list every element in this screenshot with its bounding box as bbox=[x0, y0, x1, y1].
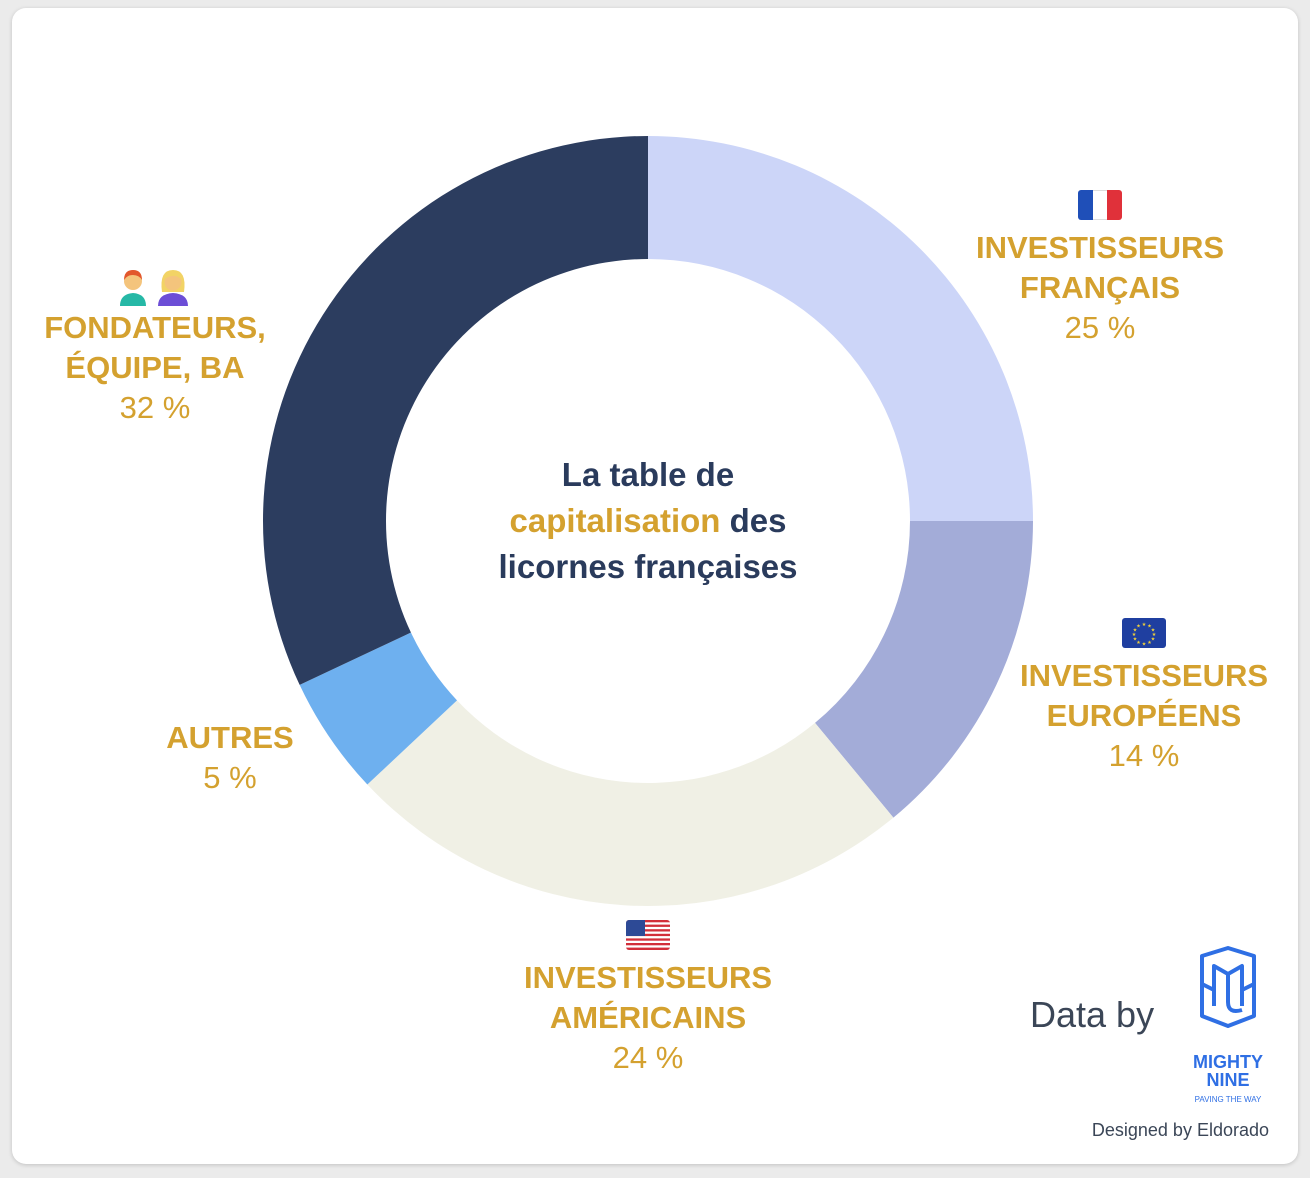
slice-label: INVESTISSEURS AMÉRICAINS bbox=[523, 960, 773, 1035]
svg-text:★: ★ bbox=[1136, 624, 1141, 630]
founders-people-icon bbox=[20, 266, 290, 308]
svg-text:★: ★ bbox=[1133, 628, 1138, 634]
france-flag-icon bbox=[960, 186, 1240, 228]
slice-label: INVESTISSEURS FRANÇAIS bbox=[975, 230, 1225, 305]
svg-text:★: ★ bbox=[1152, 632, 1157, 638]
donut-slice-5 bbox=[262, 136, 648, 685]
svg-text:★: ★ bbox=[1142, 622, 1147, 628]
label-fondateurs: FONDATEURS, ÉQUIPE, BA 32 % bbox=[20, 266, 290, 428]
title-accent: capitalisation bbox=[509, 502, 721, 539]
slice-pct: 32 % bbox=[119, 390, 191, 425]
label-investisseurs-americains: INVESTISSEURS AMÉRICAINS 24 % bbox=[508, 916, 788, 1078]
svg-text:★: ★ bbox=[1147, 624, 1152, 630]
title-part-3: des bbox=[729, 502, 787, 539]
donut-slice-3 bbox=[367, 700, 894, 906]
donut-slice-2 bbox=[815, 521, 1033, 818]
slice-pct: 25 % bbox=[1064, 310, 1136, 345]
usa-flag-icon bbox=[508, 916, 788, 958]
donut-slice-4 bbox=[299, 632, 458, 785]
title-part-4: licornes françaises bbox=[498, 548, 798, 585]
donut-slice-1 bbox=[648, 136, 1033, 521]
slice-label: AUTRES bbox=[166, 720, 294, 755]
label-investisseurs-europeens: ★ ★ ★ ★ ★ ★ ★ ★ ★ ★ ★ ★ INVESTISSEURS EUROPÉENS … bbox=[1004, 614, 1284, 776]
logo-tagline: PAVING THE WAY bbox=[1195, 1095, 1262, 1104]
data-by-text: Data by bbox=[1030, 994, 1155, 1035]
svg-text:★: ★ bbox=[1151, 628, 1156, 634]
designed-by-text: Designed by Eldorado bbox=[1091, 1120, 1269, 1140]
eu-flag-icon: ★ ★ ★ ★ ★ ★ ★ ★ ★ ★ ★ ★ bbox=[1004, 614, 1284, 656]
slice-pct: 14 % bbox=[1108, 738, 1180, 773]
slice-pct: 24 % bbox=[612, 1040, 684, 1075]
slice-label: FONDATEURS, ÉQUIPE, BA bbox=[44, 310, 266, 385]
logo-line-2: NINE bbox=[1206, 1070, 1249, 1090]
label-investisseurs-francais: INVESTISSEURS FRANÇAIS 25 % bbox=[960, 186, 1240, 348]
svg-text:★: ★ bbox=[1142, 642, 1147, 648]
svg-text:★: ★ bbox=[1151, 637, 1156, 643]
svg-text:★: ★ bbox=[1136, 640, 1141, 646]
svg-text:★: ★ bbox=[1132, 632, 1137, 638]
svg-text:★: ★ bbox=[1133, 637, 1138, 643]
title-part-1: La table de bbox=[561, 456, 735, 493]
logo-line-1: MIGHTY bbox=[1193, 1052, 1263, 1072]
svg-text:★: ★ bbox=[1147, 640, 1152, 646]
label-autres: AUTRES 5 % bbox=[130, 718, 330, 798]
mighty-nine-logo: MIGHTY NINE PAVING THE WAY bbox=[1193, 946, 1263, 1104]
slice-pct: 5 % bbox=[203, 760, 257, 795]
slice-label: INVESTISSEURS EUROPÉENS bbox=[1019, 658, 1269, 733]
chart-title: La table de capitalisation des licornes … bbox=[468, 452, 828, 590]
